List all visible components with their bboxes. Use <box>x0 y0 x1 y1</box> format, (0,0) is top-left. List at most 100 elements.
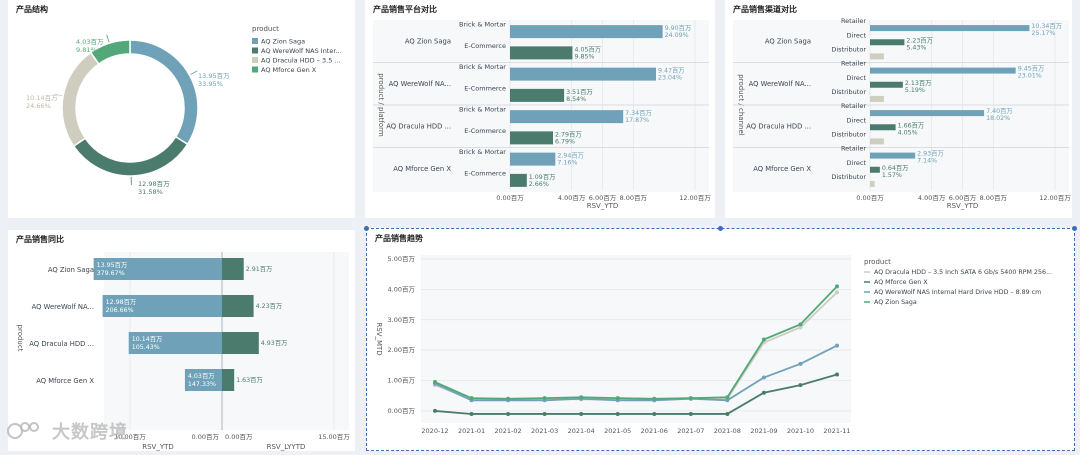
series-point <box>652 412 656 416</box>
y-tick-label: 0.00百万 <box>388 407 416 415</box>
bar-pct-label: 7.14% <box>917 158 937 165</box>
bar-pct-label: 23.04% <box>658 75 682 82</box>
x-tick-label: 2021-11 <box>823 427 850 435</box>
sub-category-label: Brick & Mortar <box>459 63 506 71</box>
slice-pct-label: 9.81% <box>76 46 97 54</box>
sub-category-label: Distributor <box>831 130 866 138</box>
series-point <box>433 409 437 413</box>
resize-handle-top-right[interactable] <box>1072 226 1077 231</box>
product-label: AQ Dracula HDD ... <box>29 340 94 348</box>
x-tick-label: 2020-12 <box>421 427 448 435</box>
x-axis-label-left: RSV_YTD <box>142 443 174 451</box>
lyytd-bar <box>222 295 254 317</box>
legend-swatch <box>252 67 258 73</box>
series-point <box>835 372 839 376</box>
resize-handle-top-left[interactable] <box>364 226 369 231</box>
sub-category-label: Direct <box>847 159 867 167</box>
product-structure-donut-chart[interactable]: 13.95百万33.95%12.98百万31.58%10.14百万24.66%4… <box>8 0 355 218</box>
bar <box>870 138 884 144</box>
x-tick-label: 2021-08 <box>714 427 741 435</box>
legend-label: AQ Zion Saga <box>261 38 305 46</box>
product-label: AQ Dracula HDD ... <box>386 122 451 130</box>
bar-value-label: 2.94百万 <box>557 152 584 160</box>
bar-pct-label: 5.43% <box>906 44 926 51</box>
y-tick-label: 2.00百万 <box>388 346 416 354</box>
bar-value-label: 9.90百万 <box>665 24 692 32</box>
slice-pct-label: 33.95% <box>198 80 223 88</box>
trend-line-chart[interactable]: 0.00百万1.00百万2.00百万3.00百万4.00百万5.00百万2020… <box>367 229 1074 450</box>
bar-value-label: 0.64百万 <box>882 164 909 172</box>
bar-pct-label: 6.79% <box>555 138 575 145</box>
slice-value-label: 13.95百万 <box>198 72 230 80</box>
bar-pct-label: 8.54% <box>566 96 586 103</box>
x-tick-label: 2021-03 <box>531 427 558 435</box>
ytd-value-label: 4.03百万 <box>188 372 215 380</box>
bar <box>870 110 984 116</box>
donut-slice <box>62 53 99 147</box>
sub-category-label: Direct <box>847 31 867 39</box>
bar-pct-label: 17.87% <box>625 117 649 124</box>
legend-label: AQ WereWolf NAS Inter... <box>261 47 342 55</box>
lyytd-value-label: 4.23百万 <box>256 302 283 310</box>
watermark: 大数跨境 <box>6 418 128 444</box>
x-tick-label: 2021-09 <box>750 427 777 435</box>
series-point <box>762 338 766 342</box>
sub-category-label: E-Commerce <box>464 127 506 135</box>
bar-pct-label: 25.17% <box>1031 30 1055 37</box>
series-point <box>835 290 839 294</box>
legend-label: AQ Mforce Gen X <box>874 279 928 286</box>
slice-value-label: 10.14百万 <box>26 94 58 102</box>
bar-pct-label: 4.05% <box>898 129 918 136</box>
bar-value-label: 3.51百万 <box>566 88 593 96</box>
bar-value-label: 1.09百万 <box>529 173 556 181</box>
y-tick-label: 4.00百万 <box>388 285 416 293</box>
ytd-growth-label: 147.33% <box>188 381 216 388</box>
sub-category-label: Direct <box>847 116 867 124</box>
resize-handle-top-center[interactable] <box>718 226 723 231</box>
x-tick-label: 12.00百万 <box>679 194 711 202</box>
panel-title: 产品销售趋势 <box>375 233 423 244</box>
series-point <box>506 397 510 401</box>
legend-title: product <box>864 258 891 266</box>
product-label: AQ Zion Saga <box>48 266 94 274</box>
x-tick-label: 2021-10 <box>787 427 814 435</box>
bar-value-label: 9.45百万 <box>1018 65 1045 73</box>
slice-pct-label: 24.66% <box>26 102 51 110</box>
bar <box>510 46 572 59</box>
series-point <box>579 395 583 399</box>
legend-swatch <box>252 57 258 63</box>
x-tick-label: 12.00百万 <box>1039 194 1071 202</box>
series-point <box>798 383 802 387</box>
ytd-value-label: 13.95百万 <box>97 261 128 269</box>
ytd-value-label: 10.14百万 <box>132 335 163 343</box>
product-label: AQ WereWolf NA... <box>32 303 94 311</box>
series-point <box>798 322 802 326</box>
series-point <box>652 397 656 401</box>
sub-category-label: E-Commerce <box>464 169 506 177</box>
bar-pct-label: 5.19% <box>905 87 925 94</box>
bar-value-label: 10.34百万 <box>1031 22 1062 30</box>
x-tick-label: 15.00百万 <box>318 433 350 441</box>
x-axis-label: RSV_YTD <box>587 202 619 210</box>
series-point <box>762 376 766 380</box>
y-axis-label: product <box>16 325 24 352</box>
series-point <box>689 396 693 400</box>
sub-category-label: Retailer <box>841 60 866 68</box>
donut-slice <box>74 137 188 176</box>
x-tick-label: 4.00百万 <box>558 194 586 202</box>
bar <box>510 174 527 187</box>
series-point <box>579 412 583 416</box>
watermark-text: 大数跨境 <box>52 418 128 444</box>
bar-value-label: 7.40百万 <box>986 107 1013 115</box>
product-label: AQ WereWolf NA... <box>749 80 811 88</box>
series-point <box>835 344 839 348</box>
bar <box>870 25 1029 31</box>
bar-value-label: 9.47百万 <box>658 67 685 75</box>
slice-pct-label: 31.58% <box>138 188 163 196</box>
